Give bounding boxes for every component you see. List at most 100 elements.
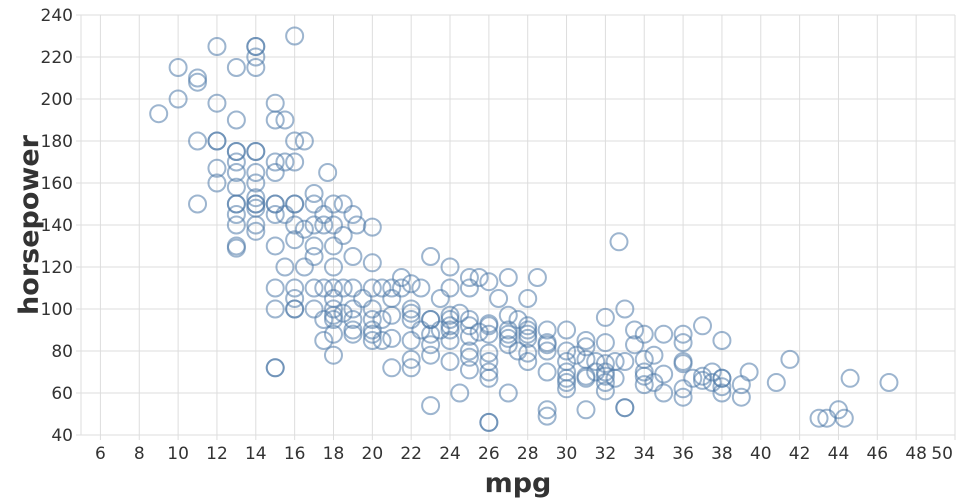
data-point xyxy=(323,345,343,365)
data-point xyxy=(318,163,338,182)
y-tick-label: 100 xyxy=(41,300,73,320)
data-point xyxy=(226,142,246,161)
data-point xyxy=(605,368,625,388)
y-tick-label: 80 xyxy=(51,342,73,362)
data-point xyxy=(304,184,324,203)
data-point xyxy=(459,278,479,298)
data-point xyxy=(362,310,382,329)
data-point xyxy=(347,215,367,235)
data-point xyxy=(285,230,305,250)
data-point xyxy=(275,110,295,130)
data-point xyxy=(246,58,266,77)
data-point xyxy=(634,324,654,344)
data-point xyxy=(479,412,499,432)
data-point xyxy=(362,278,382,298)
data-point xyxy=(207,131,227,151)
data-point xyxy=(421,335,441,355)
data-point xyxy=(411,278,431,298)
data-point xyxy=(879,373,899,392)
y-tick-label: 180 xyxy=(41,132,73,152)
data-point xyxy=(343,299,363,319)
data-point xyxy=(766,373,786,392)
data-point xyxy=(304,236,324,256)
data-point xyxy=(702,373,722,392)
data-point xyxy=(314,278,334,298)
data-point xyxy=(382,358,402,378)
data-point xyxy=(440,352,460,371)
data-point xyxy=(265,278,285,298)
data-point xyxy=(430,289,450,308)
data-point xyxy=(246,188,266,208)
data-point xyxy=(294,131,314,151)
data-point xyxy=(362,217,382,237)
data-point xyxy=(498,383,518,403)
y-axis-title: horsepower xyxy=(14,134,45,315)
data-point xyxy=(557,379,577,399)
data-point xyxy=(372,310,392,329)
y-tick-label: 40 xyxy=(51,426,73,446)
data-point xyxy=(246,173,266,193)
data-points xyxy=(149,26,899,432)
x-tick-label: 32 xyxy=(595,444,617,464)
data-point xyxy=(421,247,441,266)
data-point xyxy=(333,226,353,245)
data-point xyxy=(634,375,654,395)
data-point xyxy=(333,194,353,214)
data-point xyxy=(391,268,411,287)
data-point xyxy=(576,337,596,357)
x-tick-label: 20 xyxy=(362,444,384,464)
data-point xyxy=(625,320,645,340)
data-point xyxy=(518,328,538,348)
data-point xyxy=(285,215,305,235)
data-point xyxy=(343,310,363,329)
data-point xyxy=(323,278,343,298)
data-point xyxy=(304,278,324,298)
data-point xyxy=(615,398,635,418)
data-point xyxy=(226,110,246,130)
data-point xyxy=(576,331,596,350)
data-point xyxy=(557,341,577,361)
data-point xyxy=(226,238,246,258)
data-point xyxy=(323,299,343,319)
data-point xyxy=(275,205,295,224)
data-point xyxy=(401,310,421,329)
data-point xyxy=(479,316,499,336)
data-point xyxy=(323,215,343,235)
data-point xyxy=(421,324,441,344)
data-point xyxy=(537,400,557,420)
x-tick-label: 10 xyxy=(167,444,189,464)
data-point xyxy=(673,324,693,344)
data-point xyxy=(739,362,759,382)
data-point xyxy=(518,289,538,308)
data-point xyxy=(780,349,800,369)
data-point xyxy=(401,331,421,350)
data-point xyxy=(401,274,421,294)
data-point xyxy=(615,299,635,319)
data-point xyxy=(731,387,751,407)
data-point xyxy=(673,379,693,399)
data-point xyxy=(265,205,285,224)
data-point xyxy=(712,331,732,350)
y-tick-label: 140 xyxy=(41,216,73,236)
data-point xyxy=(188,194,208,214)
data-point xyxy=(702,362,722,382)
data-point xyxy=(188,72,208,92)
x-tick-label: 22 xyxy=(400,444,422,464)
data-point xyxy=(693,316,713,336)
data-point xyxy=(809,408,829,428)
data-point xyxy=(712,368,732,388)
data-point xyxy=(459,316,479,336)
data-point xyxy=(479,272,499,292)
x-tick-label: 40 xyxy=(750,444,772,464)
data-point xyxy=(557,320,577,340)
data-point xyxy=(372,331,392,350)
data-point xyxy=(498,328,518,348)
data-point xyxy=(246,163,266,182)
data-point xyxy=(450,303,470,323)
data-point xyxy=(362,253,382,273)
data-point xyxy=(421,396,441,416)
data-point xyxy=(595,333,615,353)
data-point xyxy=(537,320,557,340)
data-point xyxy=(372,278,392,298)
data-point xyxy=(353,289,373,308)
